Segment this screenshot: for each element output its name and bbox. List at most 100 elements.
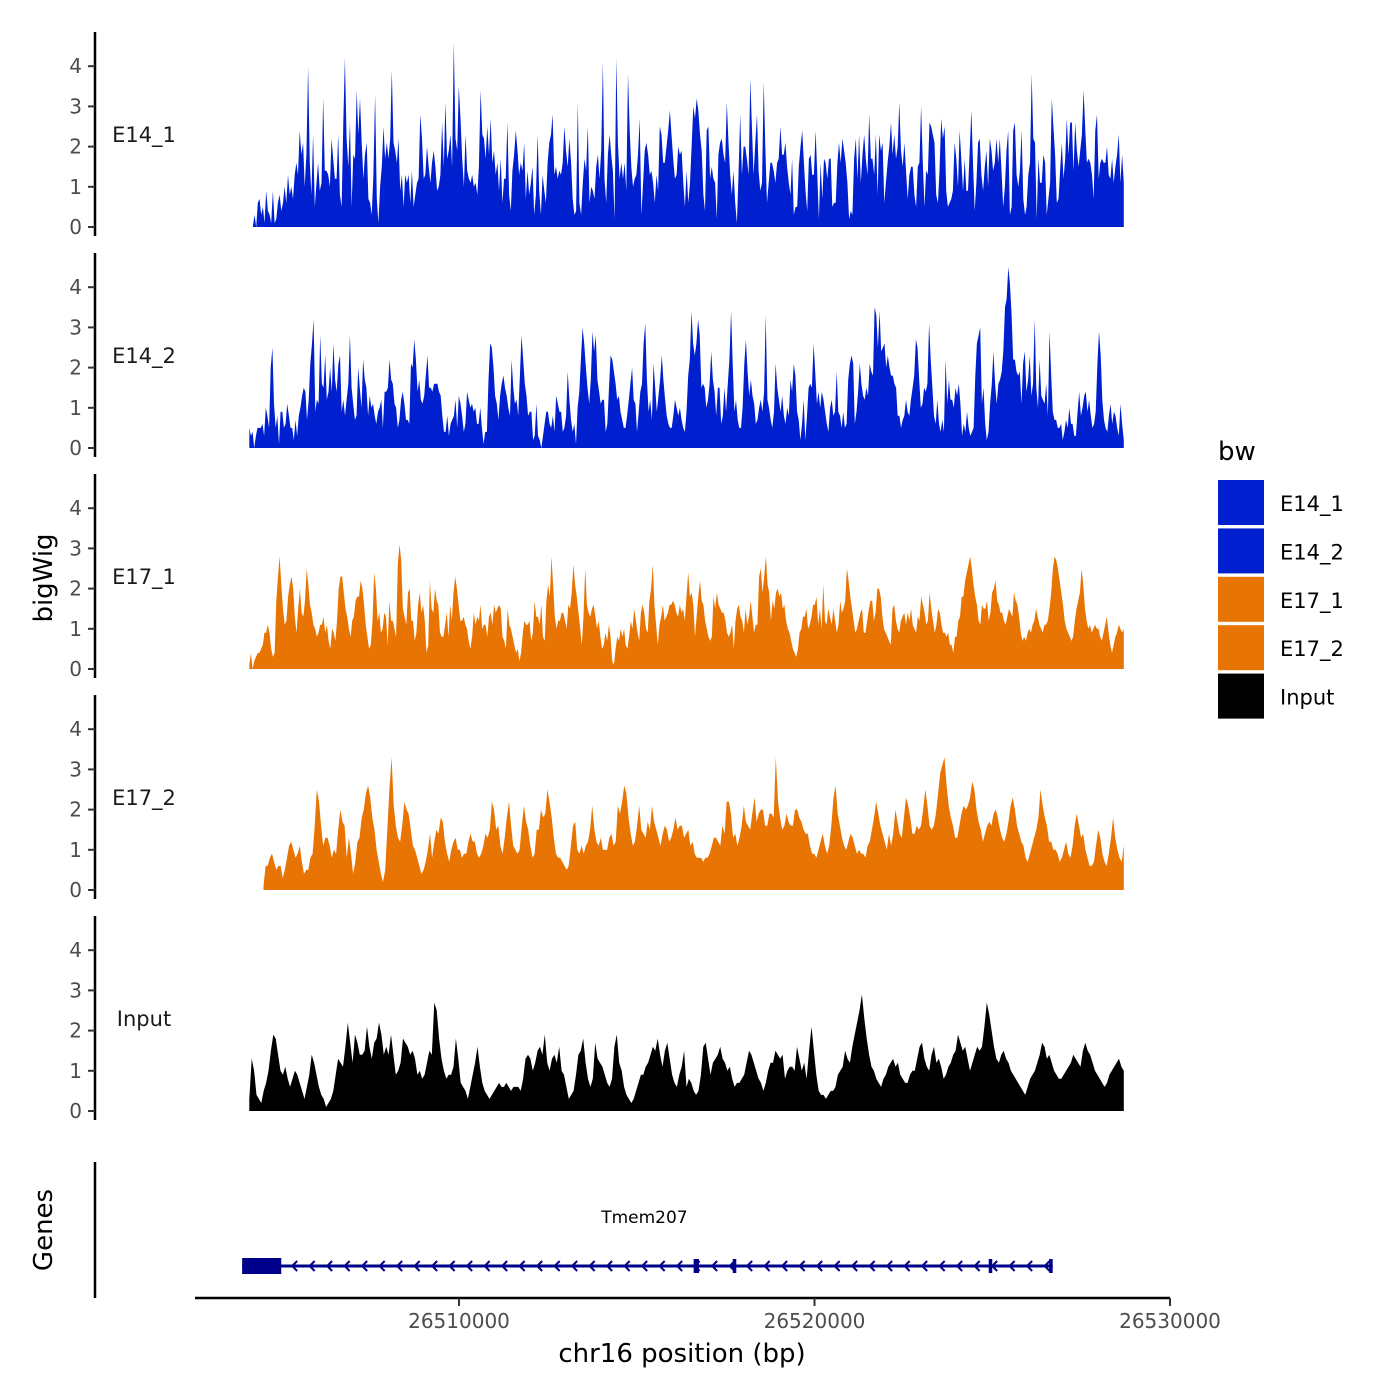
strand-arrow — [588, 1260, 596, 1272]
exon — [732, 1259, 737, 1273]
strand-arrow — [378, 1260, 386, 1272]
legend-item-e14_1: E14_1 — [1218, 480, 1344, 525]
track-label: Input — [117, 1007, 171, 1031]
y-tick-label: 2 — [69, 577, 82, 601]
signal-area-input — [249, 994, 1124, 1111]
strand-arrow — [413, 1260, 421, 1272]
genes-axis-title: Genes — [29, 1189, 59, 1271]
exon — [1049, 1259, 1053, 1273]
exon — [693, 1259, 699, 1273]
x-tick-label: 26530000 — [1119, 1309, 1221, 1333]
y-tick-label: 0 — [69, 1099, 82, 1123]
strand-arrow — [623, 1260, 631, 1272]
legend-swatch — [1218, 625, 1264, 671]
strand-arrow — [780, 1260, 788, 1272]
strand-arrow — [640, 1260, 648, 1272]
y-tick-label: 0 — [69, 436, 82, 460]
y-tick-label: 4 — [69, 275, 82, 299]
strand-arrow — [535, 1260, 543, 1272]
strand-arrow — [518, 1260, 526, 1272]
exon — [988, 1259, 993, 1273]
signal-area-e17_1 — [249, 544, 1124, 669]
signal-area-e17_2 — [263, 757, 1124, 890]
track-panel-input: 0 1 2 3 4 Input — [69, 916, 1124, 1123]
strand-arrow — [955, 1260, 963, 1272]
y-tick-label: 3 — [69, 536, 82, 560]
strand-arrow — [815, 1260, 823, 1272]
strand-arrow — [973, 1260, 981, 1272]
y-tick-label: 2 — [69, 356, 82, 380]
legend-item-e17_2: E17_2 — [1218, 625, 1344, 671]
legend-label: E17_1 — [1280, 589, 1344, 614]
strand-arrow — [710, 1260, 718, 1272]
y-tick-label: 0 — [69, 878, 82, 902]
strand-arrow — [850, 1260, 858, 1272]
track-label: E14_2 — [112, 344, 176, 369]
track-label: E14_1 — [112, 123, 176, 148]
y-tick-label: 4 — [69, 938, 82, 962]
y-tick-label: 1 — [69, 396, 82, 420]
strand-arrow — [448, 1260, 456, 1272]
y-tick-label: 2 — [69, 1019, 82, 1043]
y-tick-label: 3 — [69, 94, 82, 118]
legend-swatch — [1218, 528, 1264, 574]
y-tick-label: 2 — [69, 798, 82, 822]
y-tick-label: 4 — [69, 717, 82, 741]
legend-label: E14_2 — [1280, 540, 1344, 565]
x-ticks: 26510000 26520000 26530000 — [408, 1298, 1221, 1333]
legend-item-input: Input — [1218, 673, 1334, 719]
y-tick-label: 1 — [69, 1059, 82, 1083]
y-tick-label: 4 — [69, 54, 82, 78]
strand-arrow — [430, 1260, 438, 1272]
strand-arrow — [483, 1260, 491, 1272]
strand-arrow — [745, 1260, 753, 1272]
y-tick-label: 4 — [69, 496, 82, 520]
strand-arrow — [763, 1260, 771, 1272]
y-tick-label: 1 — [69, 617, 82, 641]
y-axis-title: bigWig — [29, 533, 59, 622]
gene-track: Genes Tmem207 — [29, 1162, 1053, 1298]
strand-arrow — [920, 1260, 928, 1272]
strand-arrow — [308, 1260, 316, 1272]
strand-arrow — [500, 1260, 508, 1272]
legend-swatch — [1218, 480, 1264, 525]
exon — [242, 1258, 282, 1274]
strand-arrow — [868, 1260, 876, 1272]
strand-arrow — [343, 1260, 351, 1272]
track-label: E17_1 — [112, 565, 176, 590]
y-tick-label: 3 — [69, 978, 82, 1002]
legend-label: E14_1 — [1280, 492, 1344, 517]
strand-arrow — [570, 1260, 578, 1272]
legend-item-e17_1: E17_1 — [1218, 576, 1344, 622]
signal-tracks: 0 1 2 3 4 E14_1 0 1 2 3 4 E14_2 0 1 2 3 4 E17_1 0 1 2 3 4 E17_2… — [69, 32, 1124, 1123]
strand-arrow — [553, 1260, 561, 1272]
x-tick-label: 26510000 — [408, 1309, 510, 1333]
y-tick-label: 1 — [69, 838, 82, 862]
strand-arrow — [798, 1260, 806, 1272]
strand-arrow — [395, 1260, 403, 1272]
y-tick-label: 3 — [69, 315, 82, 339]
y-tick-label: 2 — [69, 135, 82, 159]
strand-arrow — [1043, 1260, 1051, 1272]
y-tick-label: 1 — [69, 175, 82, 199]
strand-arrow — [938, 1260, 946, 1272]
strand-arrow — [658, 1260, 666, 1272]
y-tick-label: 0 — [69, 215, 82, 239]
track-panel-e14_1: 0 1 2 3 4 E14_1 — [69, 32, 1124, 239]
strand-arrow — [290, 1260, 298, 1272]
y-tick-label: 0 — [69, 657, 82, 681]
strand-arrow — [885, 1260, 893, 1272]
strand-arrow — [325, 1260, 333, 1272]
track-label: E17_2 — [112, 786, 176, 811]
x-axis: 26510000 26520000 26530000 chr16 position … — [195, 1296, 1221, 1369]
legend-item-e14_2: E14_2 — [1218, 528, 1344, 574]
track-panel-e17_2: 0 1 2 3 4 E17_2 — [69, 695, 1124, 902]
strand-arrow — [1008, 1260, 1016, 1272]
strand-arrow — [833, 1260, 841, 1272]
y-tick-label: 3 — [69, 757, 82, 781]
strand-arrow — [605, 1260, 613, 1272]
x-tick-label: 26520000 — [764, 1309, 866, 1333]
legend-label: E17_2 — [1280, 637, 1344, 662]
gene-model: Tmem207 — [242, 1208, 1053, 1274]
signal-area-e14_2 — [249, 267, 1124, 448]
